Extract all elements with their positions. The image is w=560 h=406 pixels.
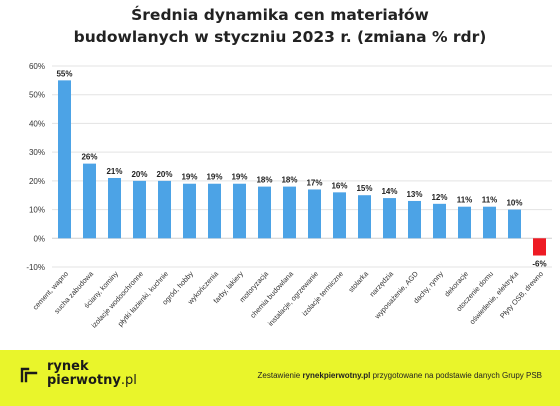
- data-label: 20%: [156, 170, 172, 179]
- data-label: 10%: [506, 199, 522, 208]
- brand-line-2: pierwotny: [47, 373, 121, 388]
- data-label: 17%: [306, 178, 322, 187]
- credit-suffix: przygotowane na podstawie danych Grupy P…: [370, 371, 542, 380]
- bar: [208, 183, 221, 239]
- bar: [233, 183, 246, 239]
- bar: [433, 203, 446, 239]
- data-label: 18%: [281, 176, 297, 185]
- data-label: 20%: [131, 170, 147, 179]
- bar: [158, 180, 171, 239]
- y-tick-label: 10%: [29, 206, 45, 215]
- y-tick-label: 30%: [29, 148, 45, 157]
- logo-mark-icon: [18, 363, 40, 385]
- brand-logo[interactable]: rynek pierwotny.pl: [18, 360, 137, 388]
- chart-title-line-1: Średnia dynamika cen materiałów: [131, 6, 429, 24]
- bar: [58, 80, 71, 239]
- brand-line-1: rynek: [47, 359, 89, 374]
- y-tick-label: 60%: [29, 62, 45, 71]
- y-tick-label: 0%: [33, 234, 45, 243]
- data-label: 26%: [81, 153, 97, 162]
- bar: [333, 192, 346, 239]
- data-label: 15%: [356, 184, 372, 193]
- bar: [508, 209, 521, 239]
- data-label: 55%: [56, 69, 72, 78]
- bar: [133, 180, 146, 239]
- brand-name: rynek pierwotny.pl: [47, 360, 137, 388]
- y-tick-label: 20%: [29, 177, 45, 186]
- bar: [258, 186, 271, 239]
- data-label: -6%: [532, 260, 546, 269]
- data-label: 13%: [406, 190, 422, 199]
- bar: [458, 206, 471, 239]
- bar: [83, 163, 96, 239]
- brand-suffix: .pl: [120, 373, 137, 388]
- data-label: 19%: [206, 173, 222, 182]
- bar: [533, 238, 546, 256]
- data-label: 19%: [181, 173, 197, 182]
- bar: [383, 198, 396, 239]
- data-label: 12%: [431, 193, 447, 202]
- data-label: 11%: [457, 196, 473, 205]
- data-label: 14%: [381, 187, 397, 196]
- category-label: Płyty OSB, drewno: [498, 269, 545, 320]
- data-label: 18%: [256, 176, 272, 185]
- bar: [483, 206, 496, 239]
- credit-prefix: Zestawienie: [257, 371, 303, 380]
- bar: [358, 195, 371, 239]
- y-tick-label: 50%: [29, 91, 45, 100]
- footer-bar: rynek pierwotny.pl Zestawienie rynekpier…: [0, 350, 560, 406]
- data-label: 19%: [231, 173, 247, 182]
- data-label: 11%: [482, 196, 498, 205]
- y-tick-label: 40%: [29, 119, 45, 128]
- source-credit: Zestawienie rynekpierwotny.pl przygotowa…: [258, 371, 542, 380]
- category-label: wyposażenie, AGD: [372, 269, 420, 321]
- bar: [183, 183, 196, 239]
- bar: [408, 200, 421, 239]
- data-label: 21%: [106, 167, 122, 176]
- bar-chart: -10%0%10%20%30%40%50%60%55%cement, wapno…: [26, 62, 552, 330]
- bar: [283, 186, 296, 239]
- chart-title: Średnia dynamika cen materiałów budowlan…: [0, 4, 560, 48]
- category-label: stolarka: [346, 269, 370, 294]
- data-label: 16%: [331, 181, 347, 190]
- chart-title-line-2: budowlanych w styczniu 2023 r. (zmiana %…: [73, 28, 487, 46]
- y-tick-label: -10%: [26, 263, 45, 272]
- credit-brand[interactable]: rynekpierwotny.pl: [302, 371, 371, 380]
- bar: [308, 189, 321, 239]
- bar: [108, 177, 121, 239]
